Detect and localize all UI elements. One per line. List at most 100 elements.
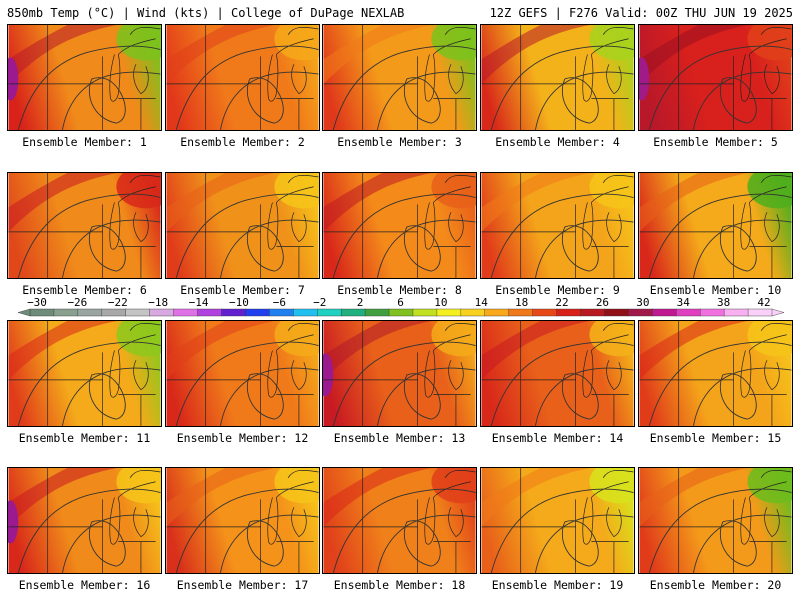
color-scale-tick-label: 10: [434, 296, 448, 309]
color-scale: −30 −26 −22 −18 −14 −10 −6 −2 2 6 10 14 18 22 26 30 34 38…: [0, 296, 800, 320]
color-scale-swatch: [245, 308, 270, 317]
temperature-map: [165, 172, 320, 279]
color-scale-swatch: [652, 308, 677, 317]
color-scale-swatch: [484, 308, 510, 317]
ensemble-member-label: Ensemble Member: 1: [22, 135, 147, 149]
color-scale-swatch: [101, 308, 127, 317]
color-scale-swatch: [340, 308, 366, 317]
temperature-map: [165, 467, 320, 574]
color-scale-tick-label: 14: [474, 296, 488, 309]
temperature-map: [638, 24, 793, 131]
ensemble-member-panel: Ensemble Member: 2: [165, 24, 320, 149]
color-scale-tick-label: 22: [555, 296, 569, 309]
temperature-map: [322, 320, 477, 427]
ensemble-member-panel: Ensemble Member: 17: [165, 467, 320, 592]
ensemble-member-panel: Ensemble Member: 19: [480, 467, 635, 592]
ensemble-member-panel: Ensemble Member: 7: [165, 172, 320, 297]
color-scale-swatch: [317, 308, 342, 317]
color-scale-swatch: [125, 308, 151, 317]
ensemble-member-panel: Ensemble Member: 5: [638, 24, 793, 149]
ensemble-member-panel: Ensemble Member: 13: [322, 320, 477, 445]
ensemble-member-panel: Ensemble Member: 16: [7, 467, 162, 592]
ensemble-member-panel: Ensemble Member: 6: [7, 172, 162, 297]
temperature-map: [165, 320, 320, 427]
temperature-map: [638, 320, 793, 427]
ensemble-member-label: Ensemble Member: 6: [22, 283, 147, 297]
color-scale-swatch: [699, 308, 725, 317]
ensemble-member-label: Ensemble Member: 16: [18, 578, 151, 592]
ensemble-member-panel: Ensemble Member: 8: [322, 172, 477, 297]
temperature-map: [7, 24, 162, 131]
color-scale-swatch: [580, 308, 605, 317]
ensemble-member-panel: Ensemble Member: 10: [638, 172, 793, 297]
color-scale-swatch: [53, 308, 79, 317]
temperature-map: [7, 320, 162, 427]
temperature-map: [165, 24, 320, 131]
color-scale-swatch: [149, 308, 175, 317]
color-scale-bar: [17, 308, 785, 317]
color-scale-swatch: [221, 308, 246, 317]
ensemble-member-label: Ensemble Member: 11: [18, 431, 151, 445]
ensemble-member-panel: Ensemble Member: 3: [322, 24, 477, 149]
ensemble-member-panel: Ensemble Member: 15: [638, 320, 793, 445]
temperature-map: [480, 172, 635, 279]
color-scale-tick-label: −18: [148, 296, 169, 309]
ensemble-member-label: Ensemble Member: 14: [491, 431, 624, 445]
ensemble-member-label: Ensemble Member: 3: [337, 135, 462, 149]
ensemble-member-label: Ensemble Member: 15: [649, 431, 782, 445]
color-scale-swatch: [293, 308, 318, 317]
ensemble-member-label: Ensemble Member: 17: [176, 578, 309, 592]
color-scale-tick-label: −14: [188, 296, 209, 309]
color-scale-tick-label: 26: [595, 296, 610, 309]
color-scale-swatch: [197, 308, 222, 317]
ensemble-member-panel: Ensemble Member: 14: [480, 320, 635, 445]
color-scale-ticks: −30 −26 −22 −18 −14 −10 −6 −2 2 6 10 14 18 22 26 30 34 38…: [0, 296, 800, 309]
ensemble-member-label: Ensemble Member: 12: [176, 431, 309, 445]
color-scale-tick-label: 18: [515, 296, 529, 309]
color-scale-tick-label: −2: [313, 296, 327, 309]
color-scale-swatch: [412, 308, 438, 317]
color-scale-swatch: [29, 308, 55, 317]
color-scale-swatch: [532, 308, 558, 317]
color-scale-swatch: [460, 308, 486, 317]
ensemble-member-panel: Ensemble Member: 12: [165, 320, 320, 445]
ensemble-member-panel: Ensemble Member: 4: [480, 24, 635, 149]
temperature-map: [322, 467, 477, 574]
temperature-map: [480, 320, 635, 427]
temperature-map: [322, 172, 477, 279]
color-scale-tick-label: 2: [356, 296, 364, 309]
ensemble-member-label: Ensemble Member: 8: [337, 283, 462, 297]
color-scale-swatch: [628, 308, 653, 317]
temperature-map: [638, 467, 793, 574]
color-scale-tick-label: −6: [272, 296, 286, 309]
color-scale-tick-label: −22: [107, 296, 128, 309]
ensemble-member-label: Ensemble Member: 7: [180, 283, 305, 297]
color-scale-tick-label: 42: [757, 296, 771, 309]
color-scale-swatch: [604, 308, 629, 317]
color-scale-swatch: [269, 308, 294, 317]
color-scale-swatch: [77, 308, 103, 317]
ensemble-member-label: Ensemble Member: 20: [649, 578, 782, 592]
color-scale-tick-label: 30: [636, 296, 650, 309]
color-scale-tick-label: 34: [676, 296, 690, 309]
temperature-map: [7, 172, 162, 279]
temperature-map: [322, 24, 477, 131]
temperature-map: [480, 467, 635, 574]
ensemble-member-panel: Ensemble Member: 1: [7, 24, 162, 149]
color-scale-tick-label: −30: [27, 296, 47, 309]
map-title: 850mb Temp (°C) | Wind (kts) | College o…: [7, 6, 405, 20]
ensemble-member-panel: Ensemble Member: 11: [7, 320, 162, 445]
color-scale-swatch: [508, 308, 534, 317]
color-scale-swatch: [436, 308, 462, 317]
color-scale-swatch: [173, 308, 199, 317]
ensemble-member-label: Ensemble Member: 4: [495, 135, 620, 149]
ensemble-member-label: Ensemble Member: 18: [333, 578, 466, 592]
color-scale-tick-label: 38: [716, 296, 731, 309]
color-scale-swatch: [556, 308, 582, 317]
color-scale-swatch: [364, 308, 390, 317]
ensemble-member-label: Ensemble Member: 19: [491, 578, 624, 592]
temperature-map: [480, 24, 635, 131]
temperature-map: [7, 467, 162, 574]
ensemble-member-label: Ensemble Member: 9: [495, 283, 620, 297]
color-scale-swatch: [676, 308, 701, 317]
